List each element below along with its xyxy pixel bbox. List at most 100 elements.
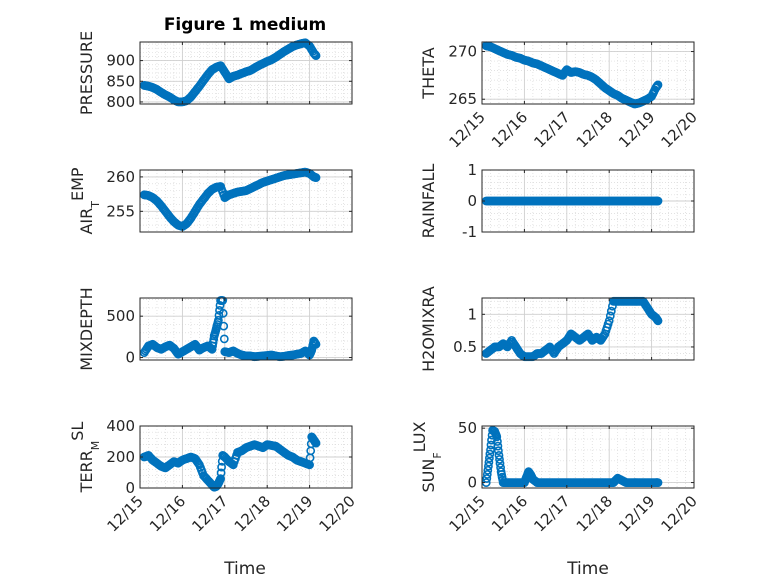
data-point-fill	[484, 457, 494, 467]
data-point-fill	[208, 338, 218, 347]
x-tick-label: 12/18	[231, 492, 274, 535]
subplot-7: 12/15 12/16 12/17 12/18 12/19 12/20 0 200 400TER…	[68, 417, 359, 535]
data-point-fill	[310, 50, 320, 60]
y-tick-label: 500	[106, 307, 135, 325]
x-tick-label: 12/17	[530, 108, 573, 151]
subplot-4: -1 0 1 RAINFALL	[419, 161, 695, 241]
data-point-fill	[215, 300, 225, 310]
y-axis-label: TERRMSL	[68, 422, 102, 494]
axes-box	[139, 297, 353, 361]
data-point-fill	[214, 310, 224, 320]
y-tick-label: 255	[106, 202, 135, 220]
y-axis-label: PRESSURE	[77, 31, 96, 115]
y-tick-label: 850	[106, 72, 135, 90]
y-tick-label: 400	[106, 417, 135, 435]
data-point-fill	[653, 478, 662, 487]
x-tick-label: 12/18	[573, 492, 616, 535]
data-point-fill	[606, 306, 616, 316]
data-point	[494, 450, 504, 460]
axes-box	[481, 425, 695, 489]
y-axis-label: RAINFALL	[419, 164, 438, 239]
data-point-fill	[493, 441, 503, 451]
x-tick-label: 12/17	[188, 492, 231, 535]
axes-box	[481, 41, 695, 105]
data-point-fill	[219, 334, 229, 344]
x-tick-label: 12/20	[658, 108, 701, 151]
axes-box	[139, 41, 353, 105]
x-tick-label: 12/16	[488, 108, 531, 151]
plot-area	[482, 426, 694, 488]
data-point-fill	[492, 437, 502, 446]
subplot-6: 0.5 1 H2OMIXRA	[419, 286, 695, 372]
data-point-fill	[217, 462, 226, 472]
y-tick-label: -1	[462, 223, 477, 241]
data-point-fill	[653, 81, 662, 90]
x-tick-label: 12/18	[573, 108, 616, 151]
y-tick-label: 0	[467, 474, 477, 492]
y-tick-label: 1	[467, 305, 477, 323]
x-tick-label: 12/16	[488, 492, 531, 535]
x-tick-label: 12/20	[658, 492, 701, 535]
x-tick-label: 12/15	[446, 492, 489, 535]
x-tick-label: 12/19	[273, 492, 316, 535]
x-tick-label: 12/15	[446, 108, 489, 151]
x-axis-label-left: Time	[223, 559, 266, 579]
y-axis-label: THETA	[419, 47, 438, 99]
subplot-8: 12/15 12/16 12/17 12/18 12/19 12/20 0 50 SUNFLUX	[410, 419, 701, 535]
data-point-fill	[483, 465, 493, 475]
y-tick-label: 800	[106, 93, 135, 111]
data-point-fill	[605, 311, 615, 321]
y-axis-label: H2OMIXRA	[419, 286, 438, 372]
data-point-fill	[493, 446, 503, 456]
data-point-fill	[495, 454, 504, 464]
data-point-fill	[216, 468, 226, 478]
data-point-fill	[310, 437, 320, 447]
y-tick-label: 270	[448, 43, 477, 61]
data-point-fill	[487, 435, 496, 445]
x-tick-label: 12/19	[615, 108, 658, 151]
x-tick-label: 12/15	[104, 492, 147, 535]
data-point-fill	[310, 339, 320, 348]
data-point-fill	[653, 196, 662, 206]
y-axis-label: AIRTEMP	[68, 167, 102, 234]
y-tick-label: 265	[448, 90, 477, 108]
data-point-fill	[482, 474, 492, 483]
y-tick-label: 0	[125, 349, 135, 367]
y-tick-label: 900	[106, 52, 135, 70]
data-point	[483, 461, 493, 471]
data-point-fill	[495, 459, 505, 468]
data-point-fill	[219, 321, 229, 331]
x-tick-label: 12/20	[316, 492, 359, 535]
y-tick-label: 0.5	[453, 338, 477, 356]
data-point-fill	[599, 331, 609, 340]
y-tick-label: 200	[106, 448, 135, 466]
subplot-2: 12/15 12/16 12/17 12/18 12/19 12/20 265 270 THET…	[419, 41, 701, 151]
data-point-fill	[211, 325, 221, 335]
data-point-fill	[491, 431, 501, 440]
data-point-fill	[485, 449, 495, 459]
y-tick-label: 0	[125, 479, 135, 497]
data-point-fill	[193, 458, 203, 468]
data-point-fill	[653, 315, 662, 325]
data-point-fill	[218, 308, 228, 318]
y-tick-label: 1	[467, 161, 477, 179]
figure-title: Figure 1 medium	[164, 15, 326, 35]
y-tick-label: 0	[467, 192, 477, 210]
data-point-fill	[217, 296, 227, 305]
data-point-fill	[310, 172, 320, 182]
subplot-5: 0 500 MIXDEPTH	[77, 287, 353, 371]
x-tick-label: 12/19	[615, 492, 658, 535]
x-axis-label-right: Time	[566, 559, 609, 579]
data-point-fill	[482, 469, 492, 479]
y-tick-label: 260	[106, 168, 135, 186]
y-axis-label: MIXDEPTH	[77, 287, 96, 370]
y-axis-label: SUNFLUX	[410, 421, 444, 492]
data-point-fill	[484, 453, 494, 463]
data-point-fill	[603, 319, 613, 329]
data-point-fill	[153, 197, 163, 207]
axes-box	[481, 297, 695, 361]
axes-box	[139, 169, 353, 233]
